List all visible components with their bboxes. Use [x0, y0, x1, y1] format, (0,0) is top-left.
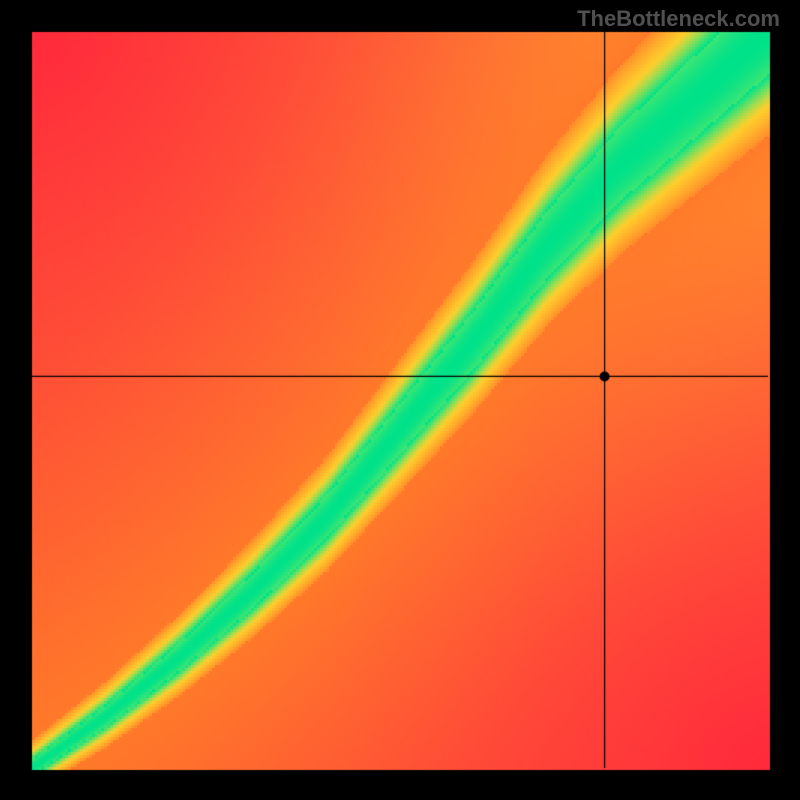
bottleneck-heatmap	[0, 0, 800, 800]
watermark-text: TheBottleneck.com	[577, 6, 780, 32]
chart-container: TheBottleneck.com	[0, 0, 800, 800]
